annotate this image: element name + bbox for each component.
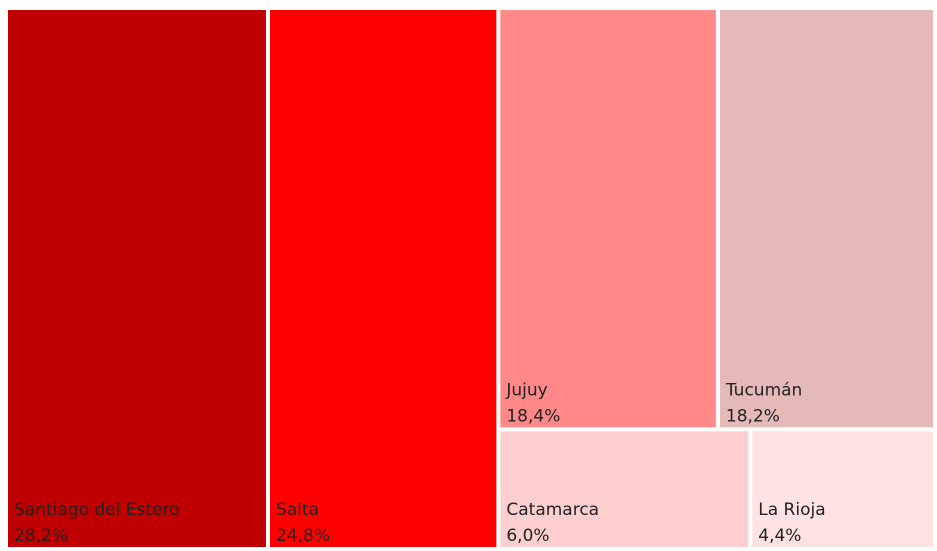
- tile-label: Tucumán: [725, 380, 802, 400]
- tile-label: Salta: [276, 500, 319, 520]
- tile: [752, 431, 933, 547]
- tile: [269, 10, 497, 547]
- tile: [719, 10, 933, 428]
- tile-value: 18,4%: [506, 406, 560, 426]
- tile-label: Jujuy: [505, 380, 547, 400]
- tile-value: 6,0%: [506, 526, 549, 546]
- tile: [500, 10, 716, 428]
- tile-value: 24,8%: [276, 526, 330, 546]
- tile-value: 4,4%: [758, 526, 801, 546]
- tile: [500, 431, 749, 547]
- tile-value: 18,2%: [726, 406, 780, 426]
- tile-label: La Rioja: [758, 500, 825, 520]
- tile-label: Santiago del Estero: [14, 500, 180, 520]
- tile-value: 28,2%: [14, 526, 68, 546]
- tile: [8, 10, 266, 547]
- tile-label: Catamarca: [506, 500, 599, 520]
